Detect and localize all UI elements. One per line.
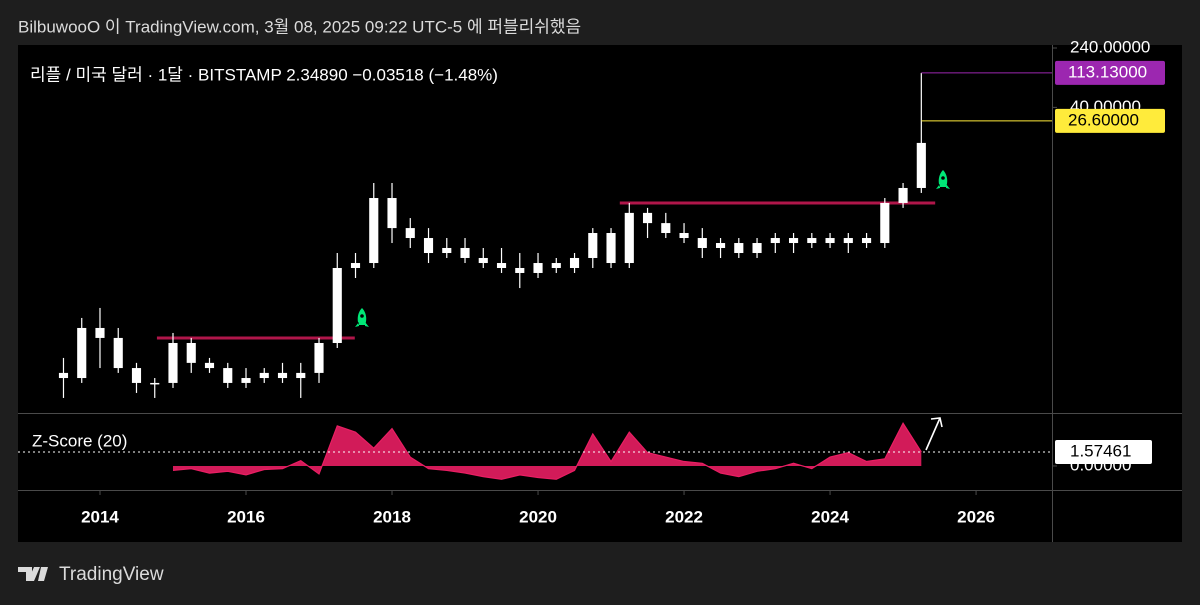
candle-body: [204, 362, 215, 369]
y-tick-label: 240.00000: [1070, 37, 1150, 56]
header: BilbuwooO 이 TradingView.com, 3월 08, 2025…: [18, 17, 581, 36]
candle-body: [95, 327, 105, 338]
candle-body: [460, 247, 470, 258]
indicator-legend: Z-Score (20): [32, 431, 127, 450]
candle-body: [314, 342, 324, 373]
candle-body: [606, 233, 616, 264]
candle-body: [843, 238, 853, 244]
last-value-label: 1.57461: [1070, 441, 1131, 460]
x-tick-label: 2020: [519, 507, 557, 526]
area-fill: [172, 423, 922, 480]
price-label-box: [1055, 108, 1165, 133]
candle-body: [861, 238, 872, 244]
candle-body: [296, 372, 306, 379]
symbol-legend: 리플 / 미국 달러 · 1달 · BITSTAMP 2.34890 −0.03…: [30, 65, 498, 84]
label-layer: 1.57461 113.13000 26.60000: [1055, 60, 1165, 464]
candle-body: [825, 238, 835, 244]
candle-body: [697, 238, 707, 248]
x-tick-label: 2016: [227, 507, 265, 526]
candle-body: [478, 257, 488, 264]
candle-body: [916, 142, 926, 188]
candle-body: [807, 238, 817, 244]
candle-body: [150, 382, 160, 385]
candle-body: [533, 263, 543, 273]
candle-body: [898, 187, 908, 203]
area-line: [172, 422, 922, 480]
candle-body: [752, 243, 762, 254]
candle-body: [880, 202, 890, 244]
x-tick-label: 2018: [373, 507, 411, 526]
candle-body: [569, 257, 580, 268]
candle-body: [223, 368, 233, 383]
candle-body: [387, 198, 397, 229]
candle-body: [788, 238, 799, 244]
x-tick-label: 2026: [957, 507, 995, 526]
price-label-box: [1055, 60, 1165, 85]
price-label: 113.13000: [1068, 62, 1147, 81]
candle-body: [77, 327, 87, 379]
footer-logo: [18, 567, 48, 581]
price-pane: [58, 72, 1052, 398]
candle-body: [442, 247, 452, 254]
rocket-icon: [355, 308, 369, 327]
arrow-icon: [925, 417, 943, 451]
candle-body: [734, 243, 744, 254]
candle-body: [277, 372, 288, 379]
last-value-box: [1055, 439, 1152, 464]
candle-body: [241, 378, 251, 383]
candle-body: [423, 238, 434, 254]
candle-body: [369, 198, 379, 264]
candle-body: [131, 368, 142, 383]
candle-body: [661, 223, 671, 234]
candle-body: [588, 233, 598, 258]
rocket-icon: [936, 170, 950, 189]
x-tick-label: 2014: [81, 507, 119, 526]
candle-body: [715, 243, 726, 248]
candle-body: [624, 212, 634, 264]
price-label: 26.60000: [1068, 110, 1139, 129]
footer-brand: TradingView: [59, 564, 164, 585]
candle-body: [679, 233, 689, 239]
candle-body: [642, 212, 653, 224]
candle-body: [770, 238, 780, 244]
candle-body: [515, 267, 525, 273]
candle-body: [186, 342, 196, 363]
indicator-pane: [18, 422, 1052, 480]
candle-body: [113, 337, 123, 369]
candle-body: [58, 372, 69, 379]
candle-body: [551, 263, 561, 268]
candle-body: [168, 342, 178, 383]
x-tick-label: 2022: [665, 507, 703, 526]
candle-body: [259, 372, 269, 379]
candle-body: [496, 263, 507, 268]
candle-body: [332, 267, 342, 343]
candle-body: [350, 263, 361, 268]
x-tick-label: 2024: [811, 507, 849, 526]
candle-body: [405, 228, 415, 239]
tick-layer: 2014 2016 2018 2020 2022 2024 2026240.0000040.…: [81, 37, 1150, 526]
